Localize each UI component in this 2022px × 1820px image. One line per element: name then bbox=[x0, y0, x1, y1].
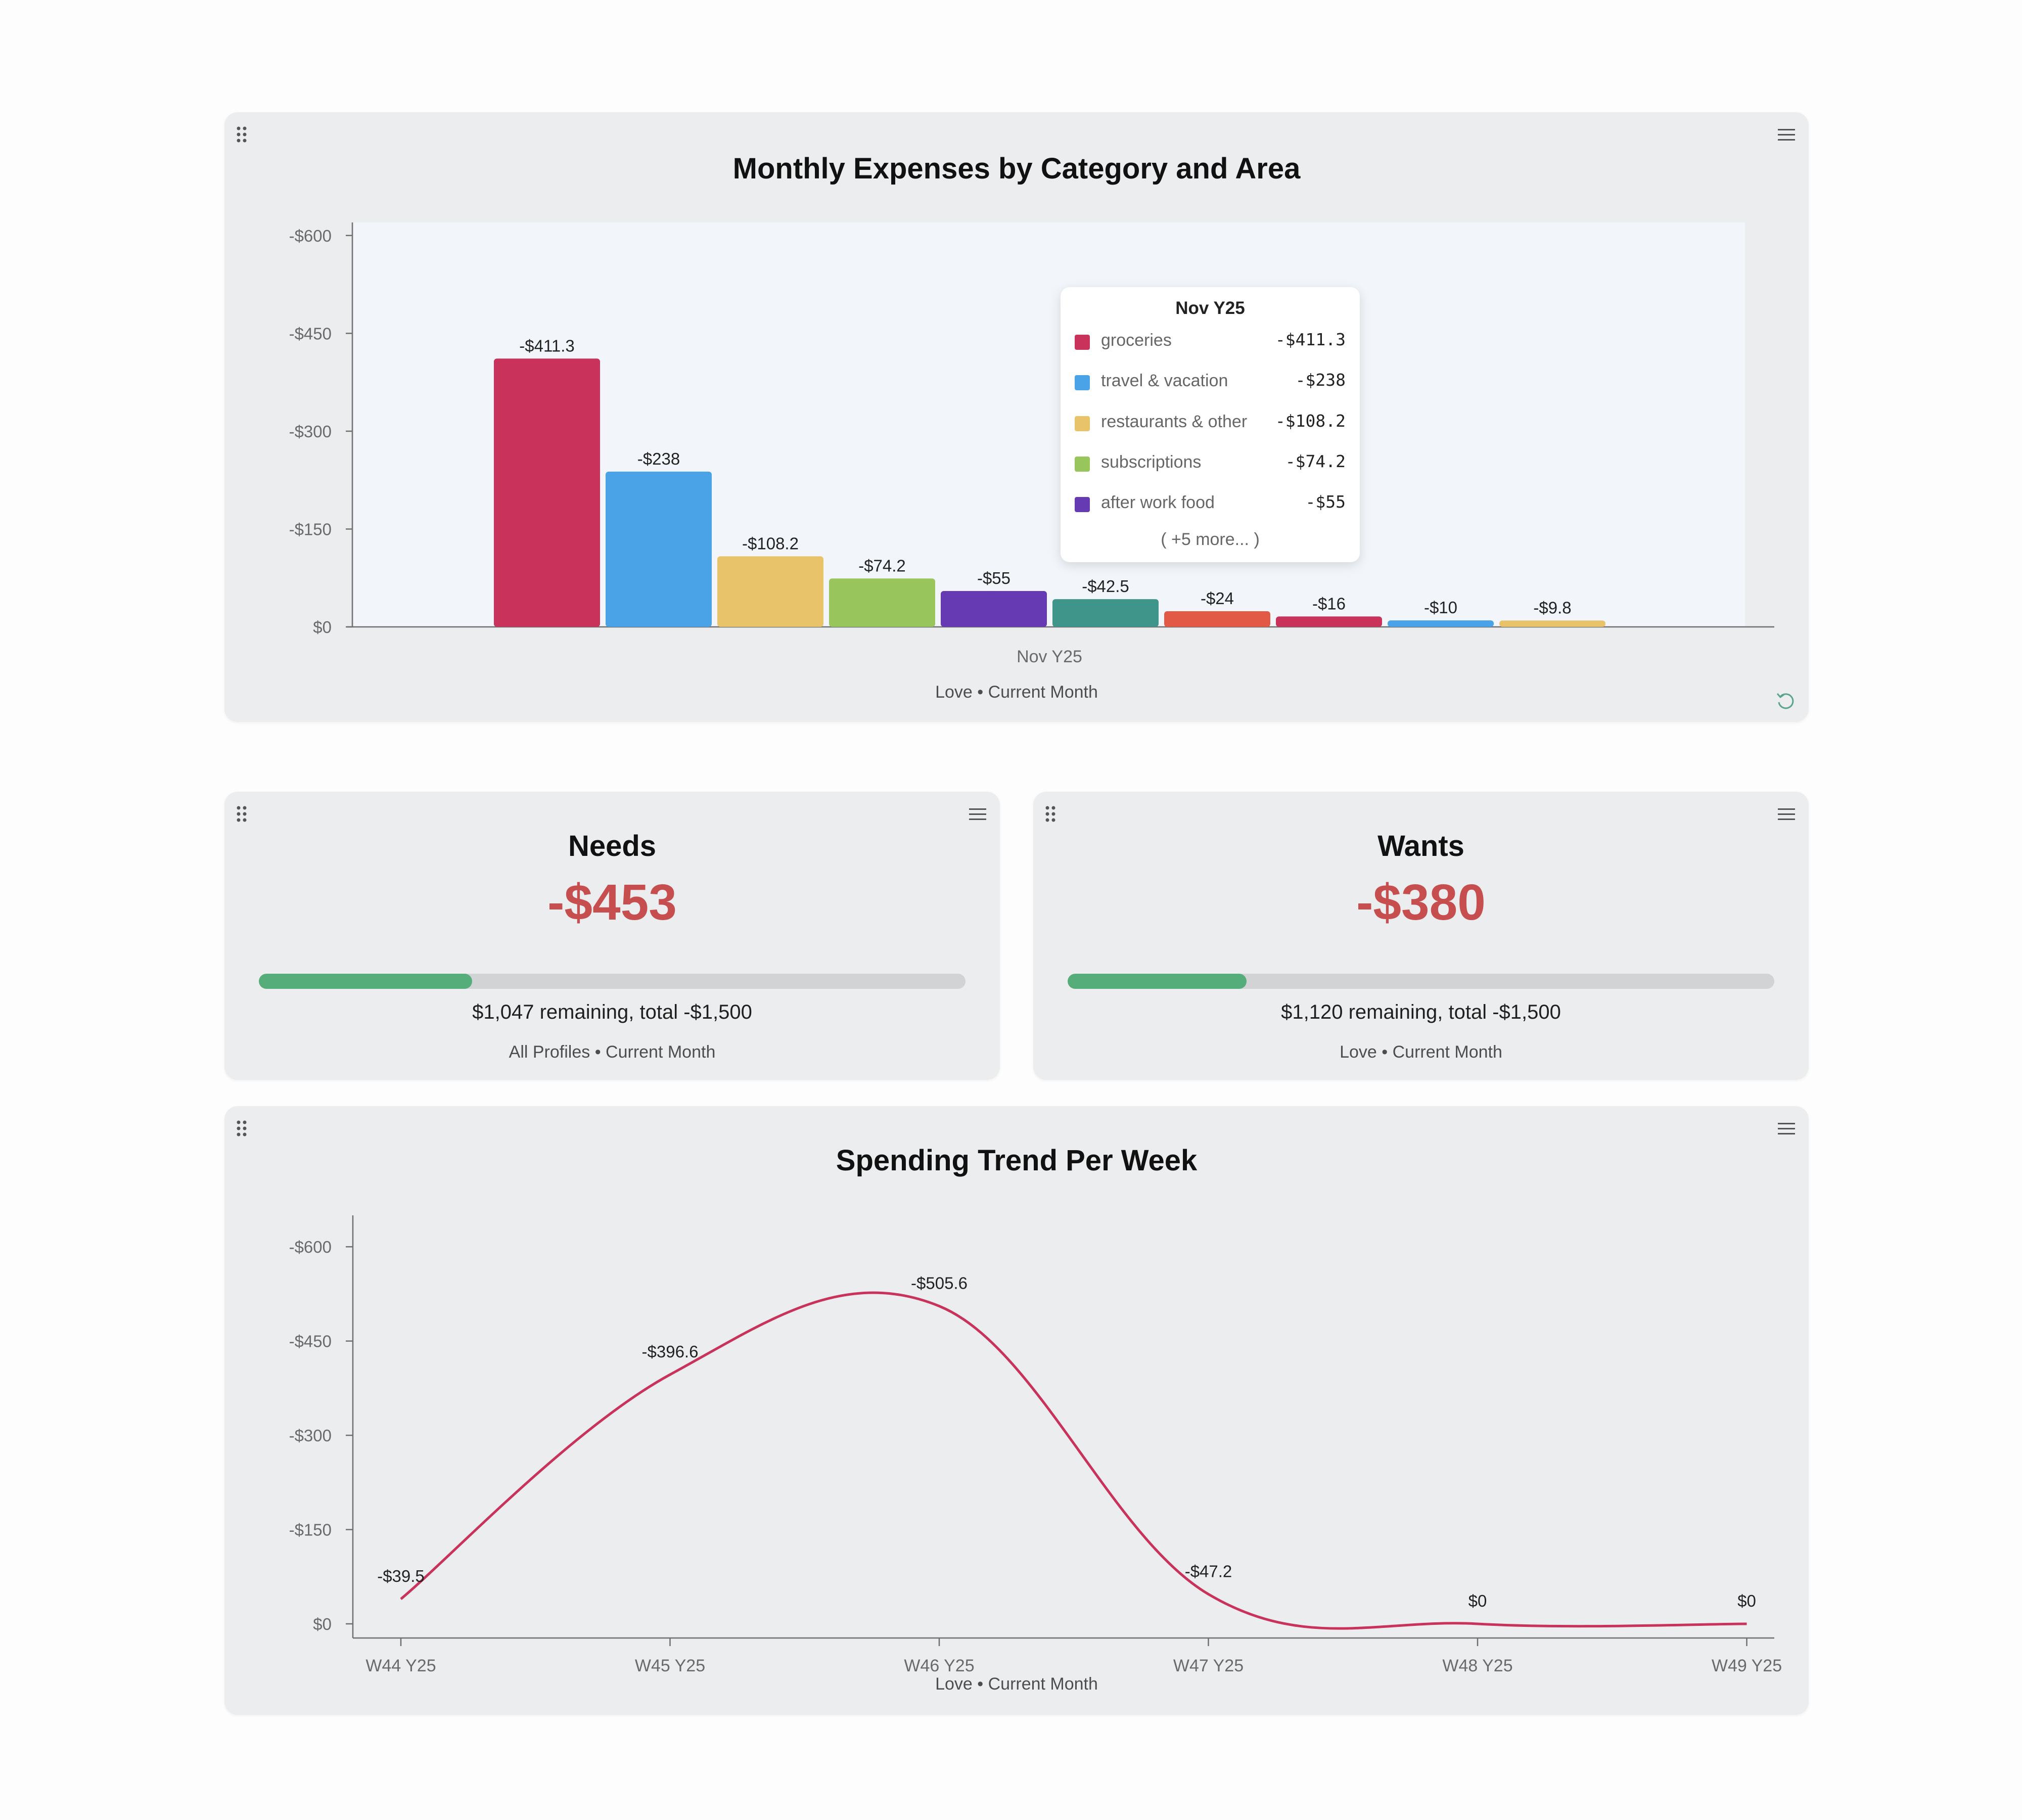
point-value-label: $0 bbox=[1468, 1591, 1487, 1610]
bar-value-label: -$9.8 bbox=[1533, 598, 1571, 617]
bar bbox=[717, 556, 823, 627]
tooltip-row-name: restaurants & other bbox=[1101, 412, 1248, 431]
point-value-label: -$39.5 bbox=[377, 1567, 425, 1585]
bar-value-label: -$24 bbox=[1201, 589, 1234, 608]
needs-card: Needs -$453 $1,047 remaining, total -$1,… bbox=[224, 792, 1000, 1080]
bar bbox=[1276, 616, 1382, 627]
y-tick-label: -$300 bbox=[289, 422, 332, 441]
x-axis-label: Nov Y25 bbox=[1017, 647, 1082, 666]
expenses-bar-chart: $0 -$150 -$300 -$450 -$600 -$411.3 -$238 -$108.… bbox=[289, 222, 1774, 666]
chart-tooltip: Nov Y25 groceries -$411.3 travel & vacat… bbox=[1061, 287, 1360, 562]
point-value-label: -$505.6 bbox=[911, 1274, 968, 1293]
progress-fill bbox=[1068, 974, 1247, 989]
bar-value-label: -$411.3 bbox=[519, 336, 574, 355]
y-tick-label: $0 bbox=[313, 1615, 332, 1633]
chart-title: Monthly Expenses by Category and Area bbox=[732, 152, 1301, 185]
tooltip-row-value: -$55 bbox=[1305, 492, 1346, 512]
y-tick-label: -$600 bbox=[289, 1238, 332, 1256]
point-value-label: $0 bbox=[1737, 1591, 1756, 1610]
wants-card: Wants -$380 $1,120 remaining, total -$1,… bbox=[1033, 792, 1809, 1080]
bar-value-label: -$55 bbox=[977, 569, 1010, 587]
menu-icon[interactable] bbox=[1776, 124, 1797, 145]
x-tick-label: W49 Y25 bbox=[1712, 1656, 1782, 1675]
kpi-value: -$453 bbox=[547, 874, 677, 931]
drag-handle-icon[interactable] bbox=[235, 1118, 249, 1139]
kpi-value: -$380 bbox=[1356, 874, 1486, 931]
tooltip-more: ( +5 more... ) bbox=[1161, 530, 1260, 549]
legend-swatch bbox=[1075, 457, 1090, 472]
tooltip-row-value: -$411.3 bbox=[1275, 330, 1346, 349]
card-subtitle: All Profiles • Current Month bbox=[509, 1042, 716, 1062]
bar-value-label: -$10 bbox=[1424, 598, 1457, 617]
y-tick-label: -$600 bbox=[289, 226, 332, 245]
bar bbox=[941, 591, 1047, 627]
x-tick-label: W45 Y25 bbox=[635, 1656, 705, 1675]
remaining-text: $1,047 remaining, total -$1,500 bbox=[472, 1001, 752, 1023]
card-title: Wants bbox=[1377, 830, 1464, 862]
tooltip-row: restaurants & other -$108.2 bbox=[1061, 409, 1360, 439]
series-line bbox=[400, 1291, 1747, 1630]
reset-zoom-icon[interactable] bbox=[1774, 690, 1798, 713]
chart-title: Spending Trend Per Week bbox=[836, 1144, 1198, 1177]
bar-value-label: -$238 bbox=[637, 449, 680, 468]
menu-icon[interactable] bbox=[968, 804, 988, 824]
tooltip-row: groceries -$411.3 bbox=[1061, 328, 1360, 358]
tooltip-row-value: -$74.2 bbox=[1285, 451, 1346, 471]
card-title: Needs bbox=[568, 830, 657, 862]
bar-value-label: -$42.5 bbox=[1082, 577, 1129, 596]
y-tick-label: -$450 bbox=[289, 1332, 332, 1351]
remaining-text: $1,120 remaining, total -$1,500 bbox=[1281, 1001, 1561, 1023]
card-subtitle: Love • Current Month bbox=[935, 682, 1098, 702]
tooltip-row: travel & vacation -$238 bbox=[1061, 368, 1360, 398]
point-value-label: -$47.2 bbox=[1185, 1562, 1232, 1580]
legend-swatch bbox=[1075, 375, 1090, 390]
x-tick-label: W47 Y25 bbox=[1173, 1656, 1244, 1675]
trend-card: Spending Trend Per Week Love • Current M… bbox=[224, 1106, 1809, 1715]
bar bbox=[1499, 620, 1605, 627]
x-tick-label: W46 Y25 bbox=[904, 1656, 974, 1675]
point-value-label: -$396.6 bbox=[642, 1342, 699, 1361]
bar-value-label: -$16 bbox=[1312, 594, 1346, 613]
progress-track bbox=[1068, 974, 1774, 989]
legend-swatch bbox=[1075, 335, 1090, 350]
drag-handle-icon[interactable] bbox=[235, 124, 249, 145]
tooltip-row: after work food -$55 bbox=[1061, 490, 1360, 520]
bar bbox=[1052, 599, 1159, 627]
tooltip-row: subscriptions -$74.2 bbox=[1061, 449, 1360, 480]
bar bbox=[494, 358, 600, 627]
progress-track bbox=[259, 974, 966, 989]
tooltip-row-name: subscriptions bbox=[1101, 452, 1202, 472]
bar bbox=[1388, 620, 1494, 627]
tooltip-row-name: groceries bbox=[1101, 331, 1172, 350]
y-tick-label: -$150 bbox=[289, 520, 332, 538]
drag-handle-icon[interactable] bbox=[1043, 804, 1058, 824]
y-tick-label: $0 bbox=[313, 618, 332, 636]
bar bbox=[829, 578, 935, 627]
card-subtitle: Love • Current Month bbox=[935, 1674, 1098, 1694]
tooltip-title: Nov Y25 bbox=[1175, 298, 1245, 318]
tooltip-row-value: -$238 bbox=[1295, 370, 1346, 390]
tooltip-row-name: travel & vacation bbox=[1101, 371, 1228, 390]
bar bbox=[606, 471, 712, 627]
bar bbox=[1164, 611, 1270, 627]
legend-swatch bbox=[1075, 497, 1090, 512]
y-tick-label: -$150 bbox=[289, 1521, 332, 1539]
progress-fill bbox=[259, 974, 473, 989]
bar-value-label: -$108.2 bbox=[742, 534, 799, 553]
drag-handle-icon[interactable] bbox=[235, 804, 249, 824]
menu-icon[interactable] bbox=[1776, 804, 1797, 824]
trend-line-chart: $0 -$150 -$300 -$450 -$600 W44 Y25 W45 Y25 W46 … bbox=[289, 1215, 1782, 1675]
menu-icon[interactable] bbox=[1776, 1118, 1797, 1139]
x-tick-label: W44 Y25 bbox=[365, 1656, 436, 1675]
y-tick-label: -$300 bbox=[289, 1426, 332, 1445]
tooltip-row-name: after work food bbox=[1101, 493, 1215, 512]
bar-value-label: -$74.2 bbox=[858, 556, 906, 575]
legend-swatch bbox=[1075, 416, 1090, 431]
card-subtitle: Love • Current Month bbox=[1340, 1042, 1502, 1062]
tooltip-row-value: -$108.2 bbox=[1275, 411, 1346, 431]
x-tick-label: W48 Y25 bbox=[1442, 1656, 1512, 1675]
y-tick-label: -$450 bbox=[289, 324, 332, 343]
